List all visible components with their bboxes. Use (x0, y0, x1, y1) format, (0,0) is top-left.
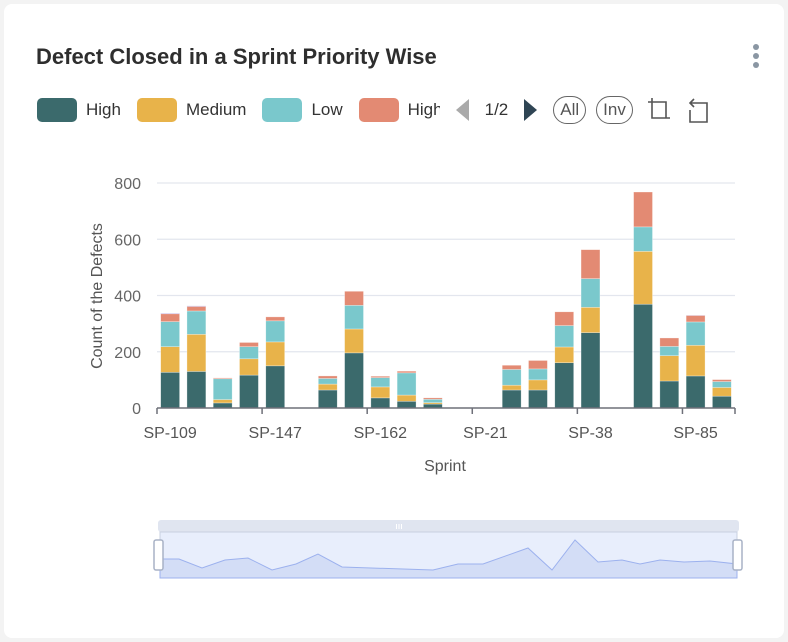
data-zoom-preview (159, 539, 738, 579)
legend-swatch (37, 98, 77, 122)
legend-label: Low (311, 100, 343, 119)
legend-item-high[interactable]: High (37, 98, 121, 122)
legend-swatch (358, 98, 399, 122)
data-zoom-right-handle[interactable] (732, 539, 743, 571)
triangle-right-icon[interactable] (524, 99, 538, 121)
legend: High Medium Low High 1/2 All Inv (37, 96, 709, 124)
legend-label: High (86, 100, 121, 119)
data-zoom-icon[interactable] (647, 97, 671, 123)
inverse-selection-button[interactable]: Inv (596, 96, 633, 124)
legend-pager: 1/2 (455, 99, 538, 121)
triangle-left-icon[interactable] (455, 99, 469, 121)
data-zoom-slider[interactable] (153, 520, 743, 579)
legend-swatch (136, 98, 177, 122)
legend-label: High (407, 100, 440, 119)
legend-item-medium[interactable]: Medium (136, 98, 247, 122)
zoom-reset-icon[interactable] (685, 97, 709, 123)
select-all-button[interactable]: All (553, 96, 587, 124)
data-zoom-left-handle[interactable] (153, 539, 164, 571)
legend-page-indicator: 1/2 (484, 100, 509, 119)
kebab-vertical-icon[interactable] (751, 44, 761, 72)
legend-label: Medium (185, 100, 247, 119)
legend-item-high-2[interactable]: High (358, 98, 440, 122)
data-zoom-move-handle[interactable] (158, 520, 739, 532)
legend-item-low[interactable]: Low (262, 98, 343, 122)
chart-title: Defect Closed in a Sprint Priority Wise (36, 44, 437, 69)
legend-swatch (262, 98, 303, 122)
